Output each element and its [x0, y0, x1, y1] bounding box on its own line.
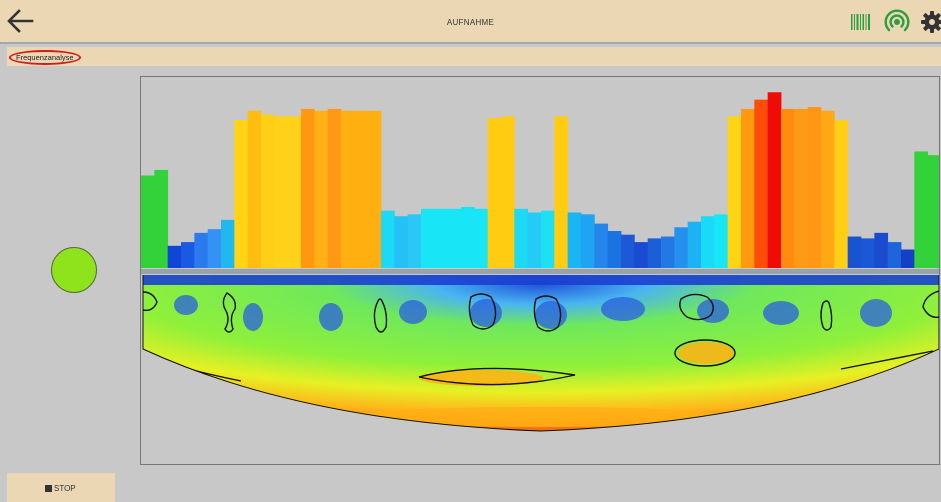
- spectrum-bar: [901, 249, 915, 268]
- spectrum-bar: [354, 110, 369, 268]
- spectrum-bar: [594, 223, 609, 268]
- spectrum-bar: [421, 208, 435, 268]
- spectrum-bar: [487, 118, 502, 269]
- spectrum-bar: [554, 116, 569, 268]
- signal-button[interactable]: [884, 9, 910, 35]
- stop-label: STOP: [54, 484, 76, 493]
- spectrum-bar: [621, 234, 635, 268]
- spectrum-bar: [287, 116, 302, 268]
- frequency-spectrum-chart: [141, 92, 939, 432]
- spectrum-bar: [647, 238, 662, 268]
- spectrum-bar: [367, 110, 382, 268]
- spectrum-bar: [381, 210, 395, 268]
- spectrum-bar: [194, 232, 209, 268]
- spectrum-bar: [221, 219, 235, 268]
- spectrum-bar: [767, 92, 782, 268]
- spectrum-bar: [234, 120, 249, 268]
- spectrum-bar: [834, 120, 849, 268]
- spectrum-bar: [607, 231, 622, 268]
- spectrum-bar: [167, 245, 182, 268]
- app-header: AUFNAHME: [0, 0, 941, 44]
- spectrum-bar: [581, 214, 595, 268]
- plot-divider: [141, 269, 939, 274]
- spectrum-bar: [661, 236, 675, 268]
- spectrum-bar: [261, 114, 275, 268]
- spectrum-bar: [447, 208, 462, 268]
- spectrum-bar: [207, 229, 222, 268]
- spectrum-bar: [514, 208, 529, 268]
- signal-icon: [884, 9, 910, 32]
- spectrum-bar: [741, 108, 755, 269]
- barcode-icon: [851, 14, 870, 30]
- spectrum-bar: [754, 99, 769, 269]
- spectrum-bar: [394, 216, 409, 268]
- spectrum-bar: [141, 175, 155, 268]
- spectrum-bar: [781, 108, 795, 269]
- spectrum-bar: [274, 116, 289, 268]
- frequency-plot: [140, 76, 940, 465]
- spectrum-bar: [714, 214, 729, 268]
- spectrum-bar: [154, 169, 169, 268]
- spectrum-bar: [847, 236, 862, 268]
- analysis-bar: Frequenzanalyse: [7, 47, 941, 66]
- spectrum-bar: [181, 242, 195, 268]
- status-indicator: [51, 247, 97, 293]
- spectrum-bar: [701, 216, 715, 268]
- arrow-left-icon: [7, 9, 34, 33]
- spectrum-bar: [874, 232, 889, 268]
- spectrum-bar: [434, 208, 449, 268]
- spectrum-bar: [407, 214, 422, 268]
- page-title: AUFNAHME: [446, 18, 495, 27]
- spectrum-bar: [861, 238, 875, 268]
- gear-icon: [921, 11, 941, 33]
- spectrum-bar: [461, 206, 475, 268]
- spectrum-bar: [341, 110, 355, 268]
- barcode-button[interactable]: [850, 13, 872, 31]
- spectrum-bar: [634, 242, 649, 268]
- spectrum-bar: [807, 107, 822, 268]
- spectrum-bar: [501, 116, 515, 268]
- spectrum-bar: [567, 212, 582, 268]
- spectrum-bar: [687, 221, 702, 268]
- stop-icon: [45, 485, 52, 492]
- back-button[interactable]: [4, 6, 40, 36]
- analysis-label: Frequenzanalyse: [9, 50, 81, 65]
- spectrum-bar: [301, 108, 315, 269]
- spectrum-bar: [727, 116, 742, 268]
- spectrum-bar: [887, 242, 902, 268]
- settings-button[interactable]: [920, 10, 941, 34]
- spectrum-bar: [821, 110, 835, 268]
- spectrum-bar: [914, 151, 929, 268]
- scalogram-outline: [142, 275, 939, 432]
- spectrum-bar: [674, 227, 689, 268]
- spectrum-bar: [327, 108, 342, 269]
- spectrum-bar: [247, 110, 262, 268]
- scalogram: [143, 275, 939, 431]
- spectrum-bar: [794, 108, 809, 269]
- spectrum-bar: [314, 110, 329, 268]
- spectrum-bar: [474, 208, 489, 268]
- spectrum-bar: [927, 155, 939, 268]
- stop-button[interactable]: STOP: [7, 473, 115, 502]
- spectrum-bar: [541, 210, 555, 268]
- spectrum-bar: [527, 212, 542, 268]
